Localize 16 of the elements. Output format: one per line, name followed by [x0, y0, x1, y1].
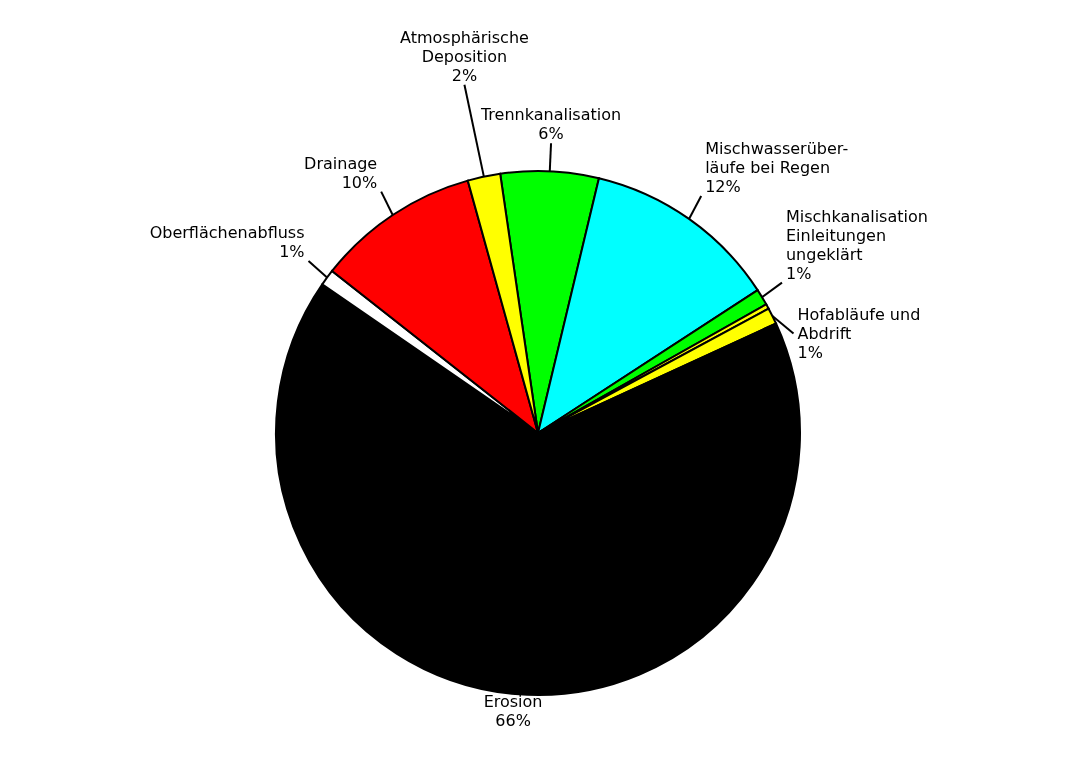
- data-label: 1%: [797, 343, 823, 363]
- data-label: 1%: [785, 263, 812, 283]
- slice-label: Erosion: [483, 691, 543, 711]
- slice-label: Atmosphärische Deposition: [399, 27, 529, 66]
- slice-label: Drainage: [304, 153, 378, 173]
- slice-label: Mischkanalisation Einleitungen ungeklärt: [785, 206, 928, 264]
- data-label: 12%: [705, 177, 741, 197]
- slice-label: Hofabläufe und Abdrift: [797, 305, 921, 344]
- data-label: 1%: [279, 241, 305, 261]
- data-label: 10%: [341, 172, 378, 192]
- slice-label: Trennkanalisation: [479, 105, 622, 125]
- slice-label: Oberflächenabfluss: [149, 222, 305, 242]
- data-label: 6%: [538, 124, 564, 144]
- data-label: 66%: [495, 710, 531, 730]
- slice-label: Mischwasserüber- läufe bei Regen: [705, 139, 849, 178]
- data-label: 2%: [451, 65, 478, 85]
